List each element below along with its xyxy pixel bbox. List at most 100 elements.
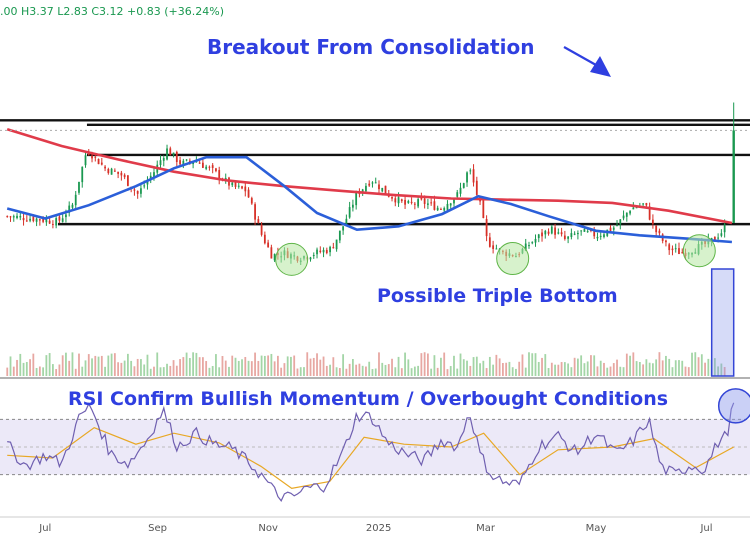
volume-bar (123, 360, 126, 376)
candle-body (188, 160, 191, 162)
x-tick-label: Jul (699, 523, 712, 534)
candle-body (9, 216, 12, 218)
volume-bar (231, 355, 234, 376)
candle-body (35, 218, 38, 222)
volume-bar (700, 354, 703, 376)
candle-body (260, 224, 263, 235)
rsi-line (7, 402, 735, 502)
candle-body (488, 237, 491, 247)
x-axis-ticks: Jul Sep Nov 2025 Mar May Jul (38, 523, 712, 534)
candle-body (322, 249, 325, 253)
candle-body (231, 182, 234, 186)
volume-bar (283, 363, 286, 376)
candle-body (58, 216, 61, 221)
x-tick-label: Mar (476, 523, 496, 534)
candle-body (329, 246, 331, 253)
candle-body (717, 237, 720, 239)
volume-bar (365, 366, 367, 376)
volume-bar (260, 355, 263, 376)
volume-bar (417, 365, 420, 376)
candle-body (215, 168, 217, 172)
volume-bar (479, 363, 481, 376)
breakout-annotation: Breakout From Consolidation (207, 35, 534, 59)
volume-bar (228, 366, 230, 376)
candle-body (576, 233, 579, 235)
candle-body (616, 225, 618, 227)
candle-body (492, 245, 495, 249)
volume-bar (175, 365, 178, 376)
candle-body (459, 187, 462, 194)
volume-bar (254, 352, 256, 376)
candle-body (453, 198, 455, 204)
volume-bar (244, 356, 247, 376)
volume-bar (498, 358, 501, 376)
candle-body (335, 239, 338, 250)
volume-bar (234, 357, 237, 376)
candle-body (309, 257, 312, 260)
candle-body (201, 162, 204, 168)
volume-bar (355, 364, 358, 376)
candle-body (599, 235, 602, 237)
candle-body (325, 249, 328, 254)
volume-bar (547, 368, 550, 376)
candle-body (332, 247, 335, 249)
volume-bar (107, 355, 110, 376)
volume-bar (570, 367, 573, 376)
candle-body (146, 180, 149, 185)
candle-body (371, 182, 374, 184)
candle-body (394, 198, 397, 203)
volume-bar (61, 355, 64, 376)
candle-body (133, 189, 136, 191)
volume-bar (162, 367, 165, 376)
candle-body (100, 162, 103, 165)
candle-body (625, 212, 628, 217)
candle-body (267, 242, 270, 248)
volume-bar (436, 367, 439, 376)
volume-bar (635, 361, 638, 376)
volume-bar (638, 362, 641, 376)
volume-bar (492, 364, 495, 376)
volume-bar (658, 352, 661, 376)
candle-body (475, 180, 478, 195)
volume-bar (544, 354, 547, 376)
volume-bar (381, 362, 384, 376)
volume-bar (563, 362, 566, 376)
candle-body (205, 166, 208, 169)
candle-body (423, 198, 426, 204)
candle-body (149, 175, 152, 179)
candle-body (19, 216, 22, 218)
volume-bar (221, 356, 224, 376)
candle-body (198, 162, 201, 164)
volume-bar (557, 364, 560, 376)
volume-bar (426, 353, 429, 376)
candle-body (671, 248, 674, 251)
candle-body (554, 227, 556, 235)
candle-body (166, 148, 168, 160)
volume-bar (501, 362, 504, 376)
candle-body (316, 249, 318, 255)
volume-bar (475, 356, 478, 376)
candle-body (169, 148, 172, 156)
candle-body (237, 185, 240, 187)
volume-bar (397, 356, 400, 376)
volume-bar (149, 368, 152, 376)
volume-bar (603, 362, 605, 376)
volume-bar (511, 367, 514, 376)
volume-bar (205, 361, 208, 376)
volume-bar (351, 358, 354, 376)
volume-bar (583, 363, 586, 376)
candle-body (81, 166, 84, 183)
volume-bar (508, 361, 511, 376)
volume-bar (394, 367, 397, 376)
volume-bar (104, 366, 106, 376)
volume-bar (404, 352, 406, 376)
candle-body (632, 207, 635, 210)
candle-body (241, 186, 243, 189)
volume-bar (387, 364, 390, 376)
volume-spike-highlight (710, 268, 735, 377)
volume-bar (687, 367, 690, 376)
x-tick-label: 2025 (366, 523, 391, 534)
volume-bar (485, 368, 488, 376)
candle-body (68, 205, 71, 213)
ohlc-readout: .00 H3.37 L2.83 C3.12 +0.83 (+36.24%) (0, 5, 224, 18)
